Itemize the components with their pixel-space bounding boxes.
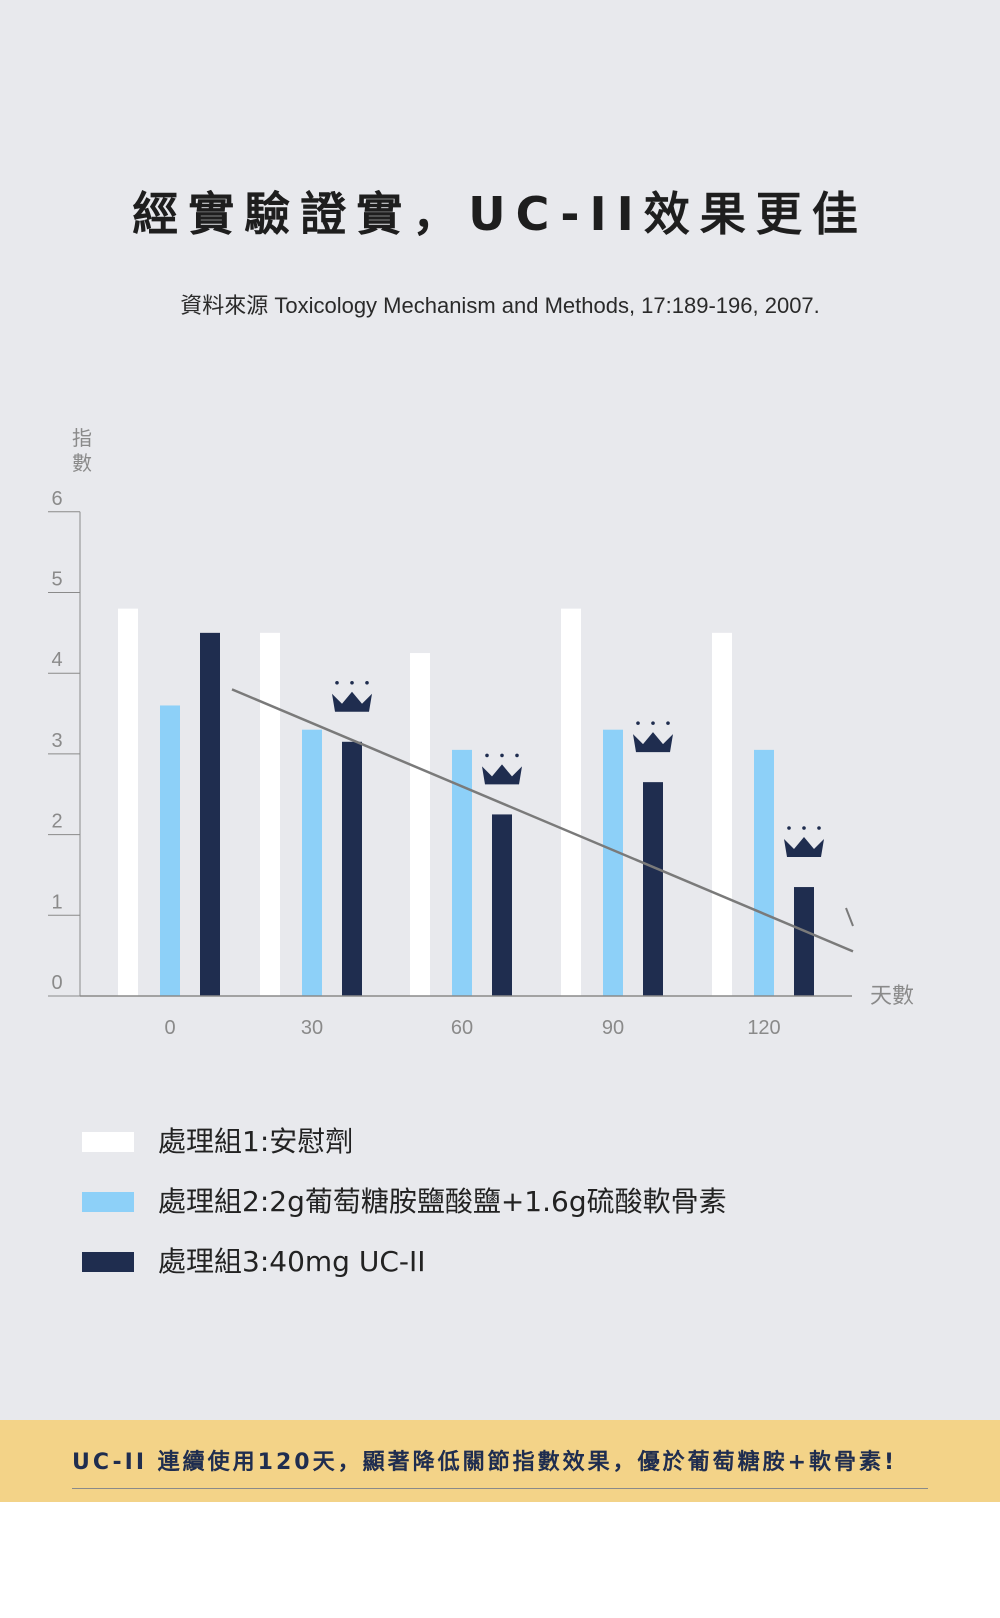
- bar-placebo-90: [561, 608, 581, 996]
- bar-glucosamine-0: [160, 705, 180, 996]
- y-axis-label: 指數: [72, 426, 92, 475]
- x-axis-ticks: 0 30 60 90 120: [164, 1017, 780, 1039]
- bars: [118, 608, 814, 996]
- banner-underline: [72, 1488, 928, 1489]
- bar-ucii-90: [643, 782, 663, 996]
- bar-ucii-30: [342, 741, 362, 996]
- crown-shape: [482, 764, 522, 785]
- crown-markers: [332, 680, 824, 858]
- source-citation: 資料來源 Toxicology Mechanism and Methods, 1…: [180, 293, 820, 318]
- legend-label-ucii: 處理組3:40mg UC-II: [158, 1245, 426, 1278]
- bar-glucosamine-90: [603, 729, 623, 996]
- bar-chart: 指數 0 1 2 3 4 5 6 天數 0 30 60 90 120: [48, 426, 914, 1039]
- page-title: 經實驗證實，UC-II效果更佳: [132, 187, 868, 241]
- crown-dot: [365, 680, 369, 685]
- crown-dot: [666, 721, 670, 725]
- legend-swatch-placebo: [82, 1132, 134, 1152]
- crown-dot: [500, 753, 504, 758]
- crown-dot: [515, 753, 519, 758]
- crown-icon: [482, 753, 522, 785]
- bar-placebo-0: [118, 608, 138, 996]
- trend-line: [231, 688, 854, 953]
- y-tick-label: 3: [51, 730, 62, 752]
- legend-label-glucosamine: 處理組2:2g葡萄糖胺鹽酸鹽+1.6g硫酸軟骨素: [158, 1185, 727, 1218]
- crown-shape: [332, 691, 372, 712]
- crown-dot: [350, 680, 354, 685]
- y-tick-label: 0: [51, 972, 62, 994]
- bar-placebo-30: [260, 632, 280, 996]
- conclusion-text: UC-II 連續使用120天，顯著降低關節指數效果，優於葡萄糖胺+軟骨素!: [72, 1450, 898, 1475]
- x-axis-label: 天數: [870, 984, 914, 1009]
- crown-dot: [802, 826, 806, 830]
- crown-dot: [485, 753, 489, 758]
- crown-dot: [787, 826, 791, 830]
- y-axis-label-char: 數: [72, 451, 92, 475]
- y-tick-label: 1: [51, 891, 62, 913]
- y-tick-label: 2: [51, 811, 62, 833]
- y-axis-label-char: 指: [72, 426, 92, 450]
- legend-swatch-glucosamine: [82, 1192, 134, 1212]
- x-tick-label: 120: [747, 1017, 780, 1039]
- bar-placebo-60: [410, 653, 430, 996]
- bar-ucii-0: [200, 632, 220, 996]
- bar-ucii-60: [492, 814, 512, 996]
- crown-dot: [335, 680, 339, 685]
- trend-line-arrowhead: [845, 907, 854, 927]
- bar-glucosamine-120: [754, 749, 774, 996]
- background-panel: 經實驗證實，UC-II效果更佳 資料來源 Toxicology Mechanis…: [0, 0, 1000, 1420]
- y-axis-ticks: 0 1 2 3 4 5 6: [48, 488, 80, 997]
- conclusion-banner: UC-II 連續使用120天，顯著降低關節指數效果，優於葡萄糖胺+軟骨素!: [0, 1420, 1000, 1502]
- crown-shape: [784, 837, 824, 858]
- crown-dot: [651, 721, 655, 725]
- x-tick-label: 90: [602, 1017, 624, 1039]
- legend-swatch-ucii: [82, 1252, 134, 1272]
- x-tick-label: 0: [164, 1017, 175, 1039]
- crown-icon: [332, 680, 372, 712]
- legend-label-placebo: 處理組1:安慰劑: [158, 1125, 354, 1158]
- x-tick-label: 30: [301, 1017, 323, 1039]
- bar-placebo-120: [712, 632, 732, 996]
- crown-dot: [636, 721, 640, 725]
- crown-dot: [817, 826, 821, 830]
- y-tick-label: 6: [51, 488, 62, 510]
- crown-shape: [633, 732, 673, 753]
- x-tick-label: 60: [451, 1017, 473, 1039]
- crown-icon: [633, 721, 673, 753]
- bar-glucosamine-30: [302, 729, 322, 996]
- crown-icon: [784, 826, 824, 858]
- y-tick-label: 4: [51, 649, 62, 671]
- bar-ucii-120: [794, 887, 814, 996]
- y-tick-label: 5: [51, 569, 62, 591]
- bar-glucosamine-60: [452, 749, 472, 996]
